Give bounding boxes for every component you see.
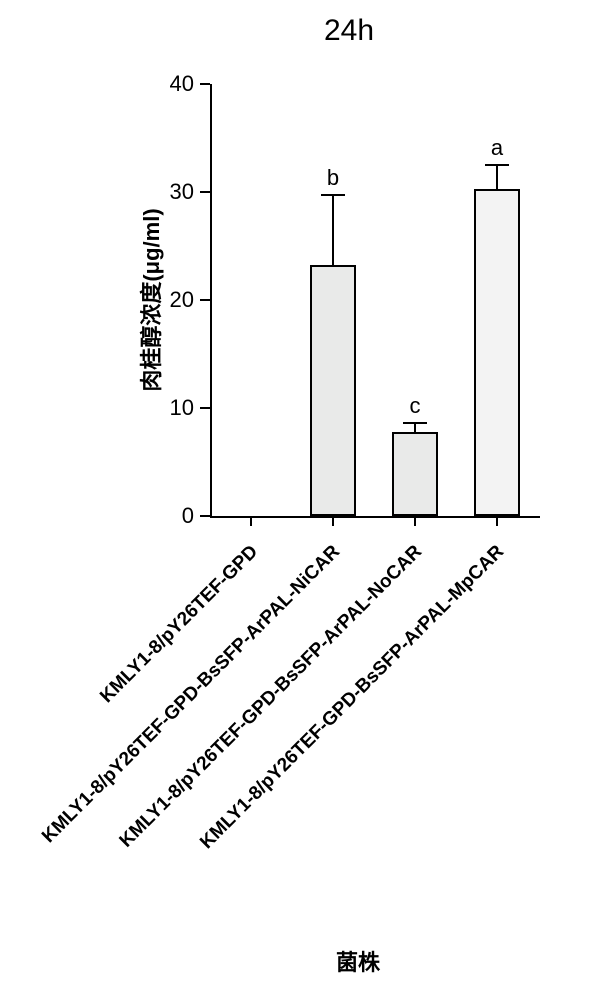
xtick (496, 516, 498, 526)
error-bar (496, 165, 498, 189)
bar (474, 189, 519, 516)
xtick (250, 516, 252, 526)
ytick-label: 30 (160, 179, 194, 205)
significance-label: b (327, 165, 339, 191)
bar (392, 432, 437, 516)
error-cap (485, 164, 510, 166)
ytick-label: 10 (160, 395, 194, 421)
error-cap (321, 194, 346, 196)
ytick (200, 191, 210, 193)
ytick (200, 83, 210, 85)
xtick (332, 516, 334, 526)
ytick (200, 515, 210, 517)
error-bar (414, 423, 416, 432)
significance-label: a (491, 135, 503, 161)
xtick (414, 516, 416, 526)
chart-title: 24h (324, 14, 374, 48)
ytick (200, 299, 210, 301)
x-category-label: KMLY1-8/pY26TEF-GPD-BsSFP-ArPAL-NoCAR (58, 541, 427, 910)
ytick (200, 407, 210, 409)
error-cap (403, 422, 428, 424)
significance-label: c (410, 393, 421, 419)
ytick-label: 0 (160, 503, 194, 529)
bar (310, 265, 355, 516)
x-axis-label: 菌株 (336, 945, 380, 977)
error-bar (332, 195, 334, 265)
ytick-label: 20 (160, 287, 194, 313)
x-category-label: KMLY1-8/pY26TEF-GPD-BsSFP-ArPAL-NiCAR (0, 541, 345, 910)
ytick-label: 40 (160, 71, 194, 97)
